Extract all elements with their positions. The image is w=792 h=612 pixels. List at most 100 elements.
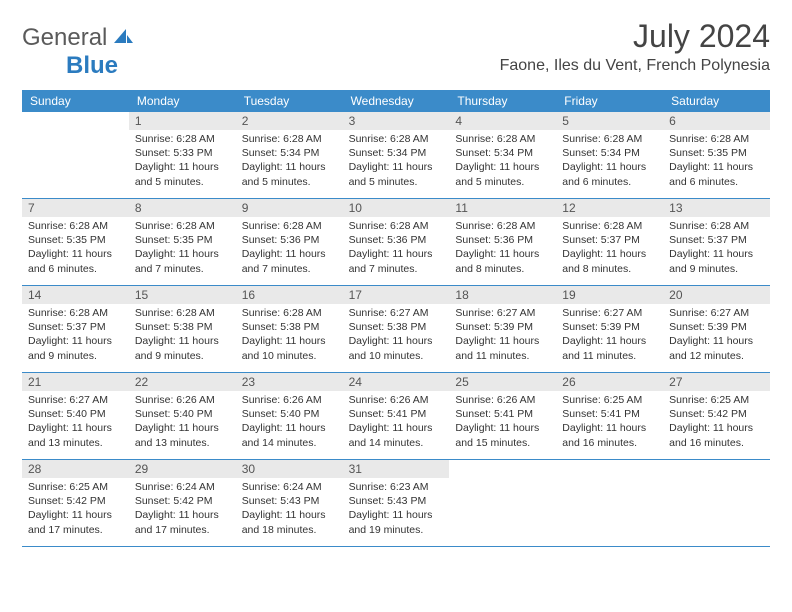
calendar-cell: . xyxy=(449,460,556,546)
logo: General Blue xyxy=(22,24,134,80)
day-number: 17 xyxy=(343,286,450,304)
day-body: Sunrise: 6:28 AMSunset: 5:34 PMDaylight:… xyxy=(343,130,450,193)
day-header-cell: Sunday xyxy=(22,90,129,112)
logo-word1: General xyxy=(22,24,107,51)
day-number: 30 xyxy=(236,460,343,478)
day-number: 25 xyxy=(449,373,556,391)
day-body: Sunrise: 6:24 AMSunset: 5:43 PMDaylight:… xyxy=(236,478,343,541)
calendar-cell: 5Sunrise: 6:28 AMSunset: 5:34 PMDaylight… xyxy=(556,112,663,198)
logo-text: General Blue xyxy=(22,24,134,80)
week-row: 28Sunrise: 6:25 AMSunset: 5:42 PMDayligh… xyxy=(22,460,770,547)
calendar-cell: 17Sunrise: 6:27 AMSunset: 5:38 PMDayligh… xyxy=(343,286,450,372)
week-row: 21Sunrise: 6:27 AMSunset: 5:40 PMDayligh… xyxy=(22,373,770,460)
day-body: Sunrise: 6:25 AMSunset: 5:42 PMDaylight:… xyxy=(22,478,129,541)
calendar-cell: 9Sunrise: 6:28 AMSunset: 5:36 PMDaylight… xyxy=(236,199,343,285)
calendar-cell: 18Sunrise: 6:27 AMSunset: 5:39 PMDayligh… xyxy=(449,286,556,372)
day-number: 31 xyxy=(343,460,450,478)
day-number: 29 xyxy=(129,460,236,478)
calendar-cell: 29Sunrise: 6:24 AMSunset: 5:42 PMDayligh… xyxy=(129,460,236,546)
day-body: Sunrise: 6:27 AMSunset: 5:39 PMDaylight:… xyxy=(449,304,556,367)
day-body: Sunrise: 6:23 AMSunset: 5:43 PMDaylight:… xyxy=(343,478,450,541)
day-number: 3 xyxy=(343,112,450,130)
day-number: 6 xyxy=(663,112,770,130)
day-body: Sunrise: 6:28 AMSunset: 5:37 PMDaylight:… xyxy=(22,304,129,367)
day-body: Sunrise: 6:28 AMSunset: 5:36 PMDaylight:… xyxy=(236,217,343,280)
day-number: 11 xyxy=(449,199,556,217)
day-body: Sunrise: 6:28 AMSunset: 5:36 PMDaylight:… xyxy=(343,217,450,280)
day-body: Sunrise: 6:27 AMSunset: 5:40 PMDaylight:… xyxy=(22,391,129,454)
calendar-cell: 24Sunrise: 6:26 AMSunset: 5:41 PMDayligh… xyxy=(343,373,450,459)
calendar-cell: 1Sunrise: 6:28 AMSunset: 5:33 PMDaylight… xyxy=(129,112,236,198)
day-number: 22 xyxy=(129,373,236,391)
day-body: Sunrise: 6:28 AMSunset: 5:35 PMDaylight:… xyxy=(22,217,129,280)
day-header-cell: Saturday xyxy=(663,90,770,112)
day-number: 9 xyxy=(236,199,343,217)
day-body: Sunrise: 6:27 AMSunset: 5:39 PMDaylight:… xyxy=(663,304,770,367)
week-row: .1Sunrise: 6:28 AMSunset: 5:33 PMDayligh… xyxy=(22,112,770,199)
title-block: July 2024 Faone, Iles du Vent, French Po… xyxy=(500,18,770,75)
day-number: 23 xyxy=(236,373,343,391)
day-number: 19 xyxy=(556,286,663,304)
day-number: 18 xyxy=(449,286,556,304)
month-title: July 2024 xyxy=(500,18,770,55)
day-body: Sunrise: 6:28 AMSunset: 5:36 PMDaylight:… xyxy=(449,217,556,280)
day-number: 8 xyxy=(129,199,236,217)
week-row: 7Sunrise: 6:28 AMSunset: 5:35 PMDaylight… xyxy=(22,199,770,286)
calendar-cell: 26Sunrise: 6:25 AMSunset: 5:41 PMDayligh… xyxy=(556,373,663,459)
day-number: 7 xyxy=(22,199,129,217)
day-header-cell: Tuesday xyxy=(236,90,343,112)
day-header-row: SundayMondayTuesdayWednesdayThursdayFrid… xyxy=(22,90,770,112)
day-number: 28 xyxy=(22,460,129,478)
calendar-cell: 11Sunrise: 6:28 AMSunset: 5:36 PMDayligh… xyxy=(449,199,556,285)
day-header-cell: Thursday xyxy=(449,90,556,112)
day-body: Sunrise: 6:28 AMSunset: 5:38 PMDaylight:… xyxy=(236,304,343,367)
location-subtitle: Faone, Iles du Vent, French Polynesia xyxy=(500,57,770,75)
header: General Blue July 2024 Faone, Iles du Ve… xyxy=(22,18,770,80)
calendar-cell: 25Sunrise: 6:26 AMSunset: 5:41 PMDayligh… xyxy=(449,373,556,459)
day-body: Sunrise: 6:28 AMSunset: 5:38 PMDaylight:… xyxy=(129,304,236,367)
calendar-cell: 28Sunrise: 6:25 AMSunset: 5:42 PMDayligh… xyxy=(22,460,129,546)
calendar-cell: 16Sunrise: 6:28 AMSunset: 5:38 PMDayligh… xyxy=(236,286,343,372)
day-number: 5 xyxy=(556,112,663,130)
day-number: 21 xyxy=(22,373,129,391)
day-body: Sunrise: 6:28 AMSunset: 5:34 PMDaylight:… xyxy=(556,130,663,193)
day-number: 26 xyxy=(556,373,663,391)
calendar-cell: . xyxy=(663,460,770,546)
day-number: 1 xyxy=(129,112,236,130)
logo-word2: Blue xyxy=(66,52,118,79)
calendar-cell: 31Sunrise: 6:23 AMSunset: 5:43 PMDayligh… xyxy=(343,460,450,546)
day-body: Sunrise: 6:28 AMSunset: 5:35 PMDaylight:… xyxy=(129,217,236,280)
day-body: Sunrise: 6:28 AMSunset: 5:33 PMDaylight:… xyxy=(129,130,236,193)
calendar-cell: 13Sunrise: 6:28 AMSunset: 5:37 PMDayligh… xyxy=(663,199,770,285)
calendar-cell: 8Sunrise: 6:28 AMSunset: 5:35 PMDaylight… xyxy=(129,199,236,285)
day-body: Sunrise: 6:25 AMSunset: 5:41 PMDaylight:… xyxy=(556,391,663,454)
calendar-cell: 30Sunrise: 6:24 AMSunset: 5:43 PMDayligh… xyxy=(236,460,343,546)
calendar: SundayMondayTuesdayWednesdayThursdayFrid… xyxy=(22,90,770,547)
weeks-container: . 1Sunrise: 6:28 AMSunset: 5:33 PMDayligh… xyxy=(22,112,770,547)
day-number: 27 xyxy=(663,373,770,391)
calendar-cell: 12Sunrise: 6:28 AMSunset: 5:37 PMDayligh… xyxy=(556,199,663,285)
day-body: Sunrise: 6:26 AMSunset: 5:41 PMDaylight:… xyxy=(449,391,556,454)
day-number: 16 xyxy=(236,286,343,304)
day-number: 10 xyxy=(343,199,450,217)
day-header-cell: Friday xyxy=(556,90,663,112)
day-body: Sunrise: 6:24 AMSunset: 5:42 PMDaylight:… xyxy=(129,478,236,541)
day-body: Sunrise: 6:27 AMSunset: 5:38 PMDaylight:… xyxy=(343,304,450,367)
calendar-cell: 6Sunrise: 6:28 AMSunset: 5:35 PMDaylight… xyxy=(663,112,770,198)
calendar-cell: 23Sunrise: 6:26 AMSunset: 5:40 PMDayligh… xyxy=(236,373,343,459)
day-body: Sunrise: 6:28 AMSunset: 5:34 PMDaylight:… xyxy=(236,130,343,193)
calendar-cell: 21Sunrise: 6:27 AMSunset: 5:40 PMDayligh… xyxy=(22,373,129,459)
day-body: Sunrise: 6:28 AMSunset: 5:37 PMDaylight:… xyxy=(663,217,770,280)
day-number: 14 xyxy=(22,286,129,304)
day-header-cell: Wednesday xyxy=(343,90,450,112)
calendar-cell: 14Sunrise: 6:28 AMSunset: 5:37 PMDayligh… xyxy=(22,286,129,372)
calendar-cell: 22Sunrise: 6:26 AMSunset: 5:40 PMDayligh… xyxy=(129,373,236,459)
day-body: Sunrise: 6:26 AMSunset: 5:41 PMDaylight:… xyxy=(343,391,450,454)
day-number: 13 xyxy=(663,199,770,217)
day-header-cell: Monday xyxy=(129,90,236,112)
calendar-cell: . xyxy=(556,460,663,546)
calendar-cell: 19Sunrise: 6:27 AMSunset: 5:39 PMDayligh… xyxy=(556,286,663,372)
calendar-cell: 10Sunrise: 6:28 AMSunset: 5:36 PMDayligh… xyxy=(343,199,450,285)
day-body: Sunrise: 6:26 AMSunset: 5:40 PMDaylight:… xyxy=(129,391,236,454)
day-body: Sunrise: 6:26 AMSunset: 5:40 PMDaylight:… xyxy=(236,391,343,454)
